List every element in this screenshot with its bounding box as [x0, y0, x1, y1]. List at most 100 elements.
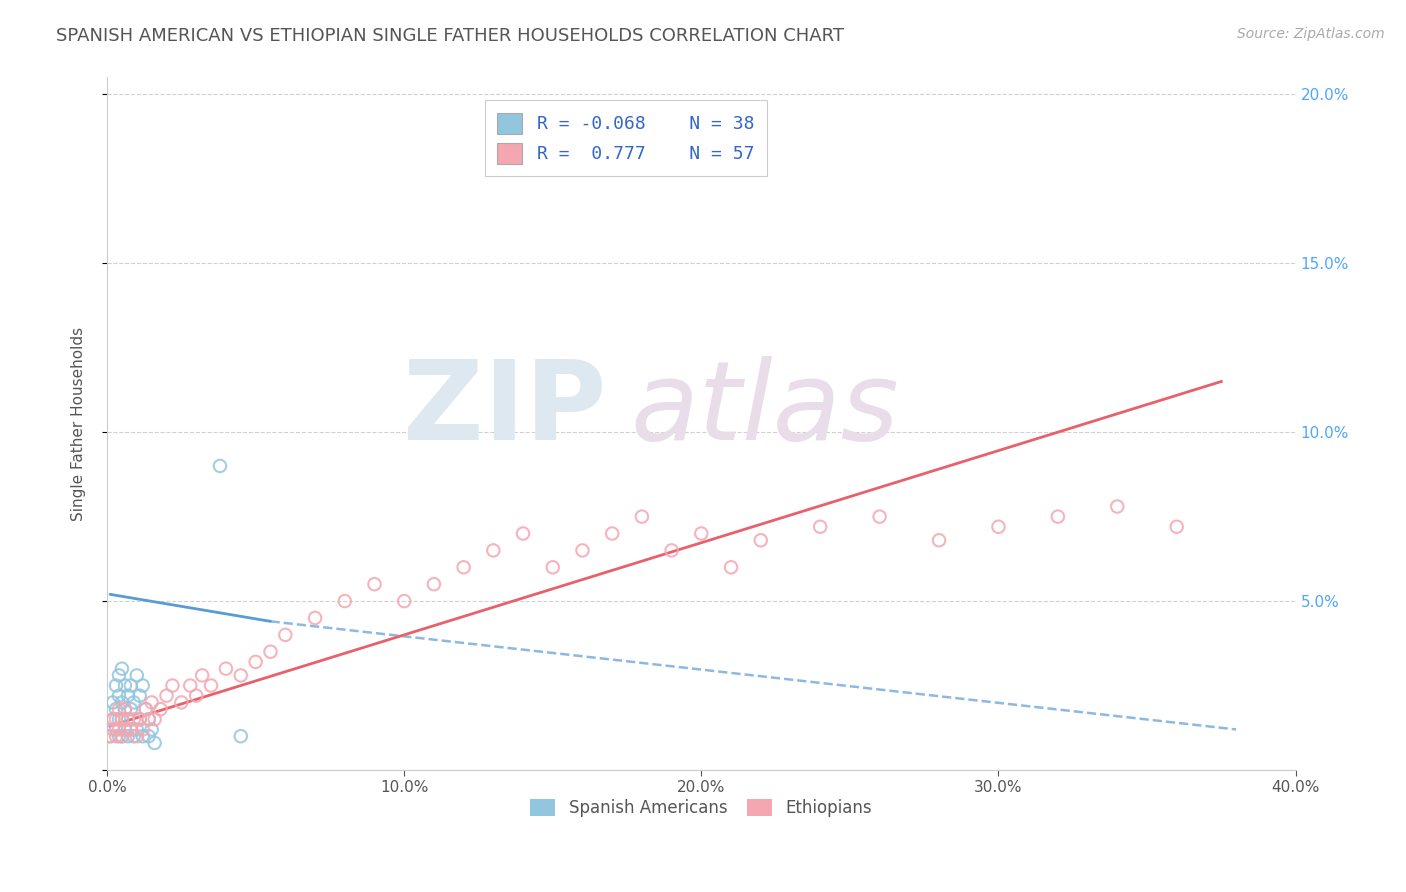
Point [114, 723, 136, 737]
Point [114, 702, 136, 716]
Text: atlas: atlas [630, 357, 898, 463]
Point [122, 712, 145, 726]
Point [122, 695, 145, 709]
Point [208, 458, 231, 473]
Point [720, 560, 742, 574]
Point [132, 679, 155, 693]
Point [104, 712, 127, 726]
Point [135, 702, 157, 716]
Point [661, 543, 683, 558]
Point [186, 689, 208, 703]
Point [120, 702, 142, 716]
Point [114, 702, 136, 716]
Point [98, 729, 121, 743]
Point [215, 662, 238, 676]
Point [155, 689, 177, 703]
Point [98, 729, 121, 743]
Point [423, 577, 446, 591]
Point [122, 729, 145, 743]
Point [114, 723, 136, 737]
Text: Source: ZipAtlas.com: Source: ZipAtlas.com [1237, 27, 1385, 41]
Point [104, 679, 127, 693]
Point [101, 712, 124, 726]
Point [108, 712, 131, 726]
Point [928, 533, 950, 548]
Point [125, 729, 148, 743]
Point [111, 729, 134, 743]
Text: SPANISH AMERICAN VS ETHIOPIAN SINGLE FATHER HOUSEHOLDS CORRELATION CHART: SPANISH AMERICAN VS ETHIOPIAN SINGLE FAT… [56, 27, 844, 45]
Point [114, 679, 136, 693]
Point [453, 560, 475, 574]
Point [108, 729, 131, 743]
Point [117, 729, 139, 743]
Point [229, 729, 252, 743]
Point [229, 668, 252, 682]
Y-axis label: Single Father Households: Single Father Households [72, 326, 86, 521]
Point [541, 560, 564, 574]
Point [808, 520, 831, 534]
Point [101, 723, 124, 737]
Point [631, 509, 654, 524]
Point [1166, 520, 1188, 534]
Point [117, 712, 139, 726]
Point [304, 611, 326, 625]
Point [1046, 509, 1069, 524]
Point [104, 729, 127, 743]
Point [132, 729, 155, 743]
Point [143, 736, 166, 750]
Point [191, 668, 214, 682]
Point [690, 526, 713, 541]
Point [120, 679, 142, 693]
Point [125, 723, 148, 737]
Point [138, 712, 160, 726]
Point [245, 655, 267, 669]
Point [128, 689, 150, 703]
Point [200, 679, 222, 693]
Legend: Spanish Americans, Ethiopians: Spanish Americans, Ethiopians [523, 792, 879, 824]
Point [120, 723, 142, 737]
Point [179, 679, 201, 693]
Point [101, 695, 124, 709]
Point [120, 723, 142, 737]
Point [138, 712, 160, 726]
Point [111, 695, 134, 709]
Point [274, 628, 297, 642]
Point [162, 679, 184, 693]
Point [117, 689, 139, 703]
Point [512, 526, 534, 541]
Point [111, 712, 134, 726]
Point [104, 723, 127, 737]
Point [111, 729, 134, 743]
Point [128, 712, 150, 726]
Point [149, 702, 172, 716]
Point [104, 702, 127, 716]
Text: ZIP: ZIP [404, 357, 606, 463]
Point [108, 723, 131, 737]
Point [749, 533, 772, 548]
Point [125, 668, 148, 682]
Point [571, 543, 593, 558]
Point [132, 723, 155, 737]
Point [170, 695, 193, 709]
Point [141, 695, 163, 709]
Point [117, 712, 139, 726]
Point [101, 712, 124, 726]
Point [108, 689, 131, 703]
Point [987, 520, 1010, 534]
Point [111, 662, 134, 676]
Point [108, 668, 131, 682]
Point [108, 702, 131, 716]
Point [363, 577, 385, 591]
Point [1107, 500, 1129, 514]
Point [141, 723, 163, 737]
Point [128, 712, 150, 726]
Point [259, 645, 281, 659]
Point [600, 526, 623, 541]
Point [333, 594, 356, 608]
Point [392, 594, 415, 608]
Point [111, 712, 134, 726]
Point [138, 729, 160, 743]
Point [869, 509, 891, 524]
Point [482, 543, 505, 558]
Point [143, 712, 166, 726]
